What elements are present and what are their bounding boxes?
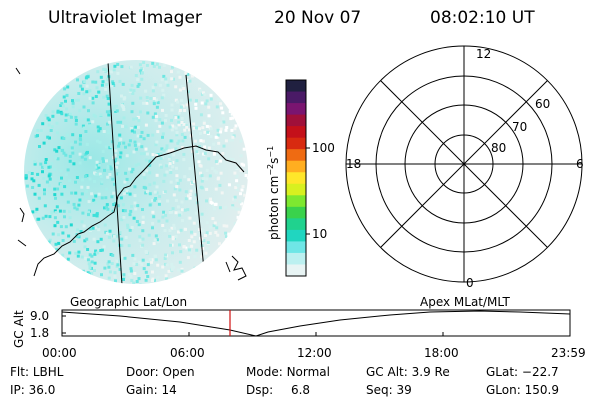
gc-alt-axis-label: GC Alt [12, 310, 26, 348]
colorbar-tick-10: 10 [312, 227, 328, 241]
colorbar-band [286, 91, 306, 104]
longitude-line [107, 61, 123, 284]
colorbar-band [286, 206, 306, 219]
mlt-label-6: 6 [576, 157, 584, 171]
colorbar-band [286, 218, 306, 231]
coastline [33, 145, 245, 277]
colorbar-unit-label: photon cm−2s−1 [266, 145, 281, 240]
colorbar-band [286, 183, 306, 196]
colorbar-gradient [286, 80, 306, 277]
filter-status: Flt: LBHL [10, 365, 64, 379]
time-tick-0600: 06:00 [170, 346, 205, 360]
instrument-title: Ultraviolet Imager [48, 8, 202, 28]
colorbar-band [286, 264, 306, 277]
alt-tick-low: 1.8 [30, 326, 50, 340]
geographic-coords-title: Geographic Lat/Lon [70, 295, 188, 309]
coastline [225, 255, 247, 281]
colorbar [285, 79, 310, 277]
colorbar-band [286, 103, 306, 116]
seq-status: Seq: 39 [366, 383, 412, 397]
uv-image [15, 60, 248, 284]
colorbar-band [286, 137, 306, 150]
gc-alt-status: GC Alt: 3.9 Re [366, 365, 450, 379]
time-label: 08:02:10 UT [430, 8, 535, 28]
mlt-label-12: 12 [476, 47, 492, 61]
glat-status: GLat: −22.7 [486, 365, 559, 379]
timeline-plot [61, 309, 571, 337]
colorbar-band [286, 229, 306, 242]
time-tick-1800: 18:00 [424, 346, 459, 360]
colorbar-band [286, 252, 306, 265]
altitude-curve [61, 310, 571, 337]
colorbar-band [286, 149, 306, 162]
colorbar-band [286, 80, 306, 93]
colorbar-band [286, 126, 306, 139]
longitude-line [185, 74, 207, 284]
door-status: Door: Open [126, 365, 195, 379]
dsp-status: Dsp: 6.8 [246, 383, 311, 397]
colorbar-band [286, 241, 306, 254]
apex-coords-title: Apex MLat/MLT [420, 295, 510, 309]
alt-tick-high: 9.0 [30, 309, 50, 323]
colorbar-band [286, 172, 306, 185]
mode-status: Mode: Normal [246, 365, 330, 379]
coastline [17, 207, 27, 247]
time-tick-2359: 23:59 [551, 346, 586, 360]
time-tick-0000: 00:00 [42, 346, 77, 360]
colorbar-band [286, 195, 306, 208]
gain-status: Gain: 14 [126, 383, 177, 397]
mlt-label-18: 18 [346, 157, 362, 171]
polar-diagonal [380, 80, 548, 248]
coastline [15, 67, 21, 75]
lat-label-60: 60 [535, 97, 551, 111]
lat-label-70: 70 [512, 120, 528, 134]
lat-label-80: 80 [491, 141, 507, 155]
mlt-label-0: 0 [466, 276, 474, 290]
colorbar-band [286, 114, 306, 127]
glon-status: GLon: 150.9 [486, 383, 559, 397]
time-tick-1200: 12:00 [297, 346, 332, 360]
colorbar-tick-100: 100 [312, 141, 335, 155]
date-label: 20 Nov 07 [274, 8, 362, 28]
polar-plot [345, 45, 583, 283]
colorbar-band [286, 160, 306, 173]
ip-status: IP: 36.0 [10, 383, 56, 397]
